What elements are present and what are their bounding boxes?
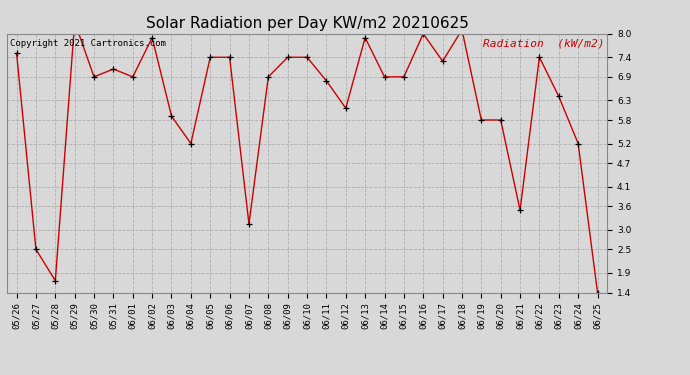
- Text: Radiation  (kW/m2): Radiation (kW/m2): [483, 39, 604, 49]
- Title: Solar Radiation per Day KW/m2 20210625: Solar Radiation per Day KW/m2 20210625: [146, 16, 469, 31]
- Text: Copyright 2021 Cartronics.com: Copyright 2021 Cartronics.com: [10, 39, 166, 48]
